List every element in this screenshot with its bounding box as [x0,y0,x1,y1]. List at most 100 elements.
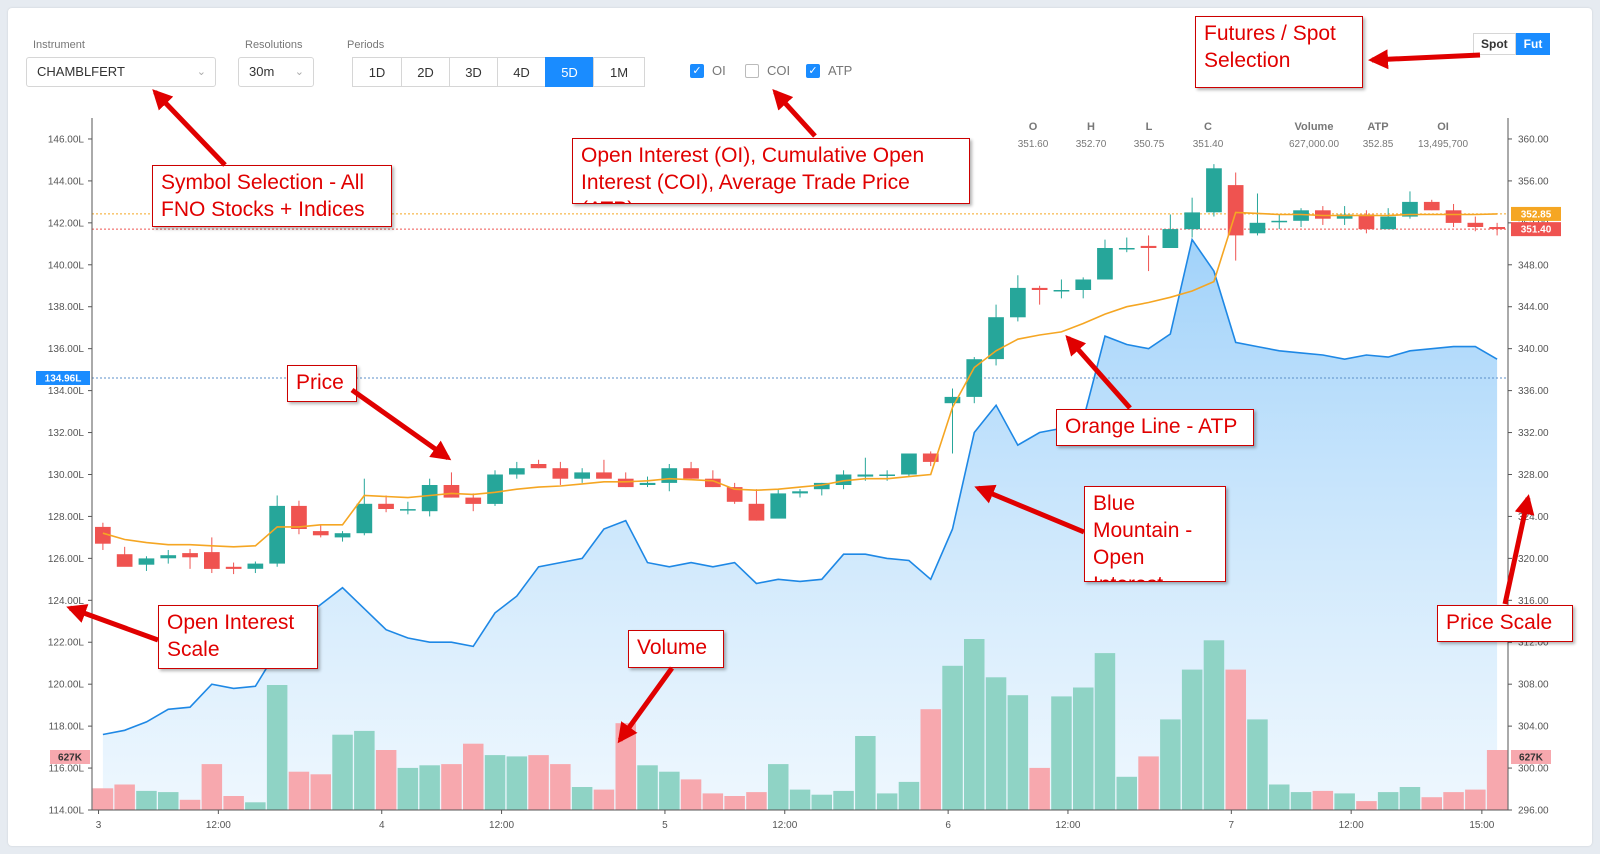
period-5d[interactable]: 5D [545,57,594,87]
volume-bar [332,734,353,810]
last-price-label-bg [1511,222,1561,237]
chevron-down-icon: ⌄ [196,66,206,78]
volume-bar [528,755,549,810]
volume-bar [1160,719,1181,810]
volume-bar [920,709,941,810]
annotation-symbol: Symbol Selection - All FNO Stocks + Indi… [152,165,392,227]
price-tick-label: 360.00 [1518,134,1549,145]
volume-bar [746,792,767,810]
instrument-select[interactable]: CHAMBLFERT ⌄ [26,57,216,87]
candle-body [617,478,634,488]
checkbox-checked-icon[interactable]: ✓ [690,63,704,78]
price-tick-label: 324.00 [1518,512,1549,523]
candle-body [400,509,416,511]
candle-body [487,474,503,504]
volume-bar [506,756,528,810]
candle-body [596,472,612,479]
volume-bar [1181,669,1203,810]
candle-body [901,453,917,475]
price-tick-label: 296.00 [1518,806,1549,817]
volume-bar [985,677,1007,810]
coi-toggle[interactable]: COI [745,63,790,78]
volume-bar [659,771,680,810]
candle-body [1293,210,1309,221]
candle-body [204,552,220,569]
candle-body [1097,248,1113,280]
annotation-oi-scale: Open Interest Scale [158,605,318,669]
price-tick-label: 308.00 [1518,680,1549,691]
volume-bar [310,774,331,810]
period-1m[interactable]: 1M [593,57,645,87]
oi-tick-label: 144.00L [48,176,85,187]
market-toggle: Spot Fut [1473,33,1551,55]
period-1d[interactable]: 1D [352,57,402,87]
time-tick-label: 12:00 [489,820,514,831]
candle-body [574,472,590,479]
volume-bar [550,764,571,810]
price-tick-label: 316.00 [1518,596,1549,607]
volume-bar [1421,797,1442,810]
oi-toggle[interactable]: ✓ OI [690,63,726,78]
checkbox-unchecked-icon[interactable] [745,63,759,78]
candle-body [1358,214,1375,230]
candle-body [291,505,307,529]
resolution-select[interactable]: 30m ⌄ [238,57,314,87]
volume-bar [1269,784,1290,810]
candle-body [1380,216,1396,230]
instrument-label: Instrument [33,39,85,51]
annotation-oi-coi-atp: Open Interest (OI), Cumulative Open Inte… [572,138,970,204]
time-tick-label: 7 [1229,820,1235,831]
volume-bar [1334,793,1355,810]
volume-bar [158,792,179,810]
price-tick-label: 328.00 [1518,470,1549,481]
periods-label: Periods [347,39,385,51]
period-4d[interactable]: 4D [497,57,546,87]
ohlc-low: L 350.75 [1133,121,1165,150]
volume-bar [1465,789,1486,810]
oi-tick-label: 114.00L [49,806,85,817]
atp-toggle[interactable]: ✓ ATP [806,63,852,78]
volume-bar [1094,653,1116,810]
candle-body [160,555,177,559]
volume-bar [855,736,876,810]
candle-body [879,474,895,476]
time-tick-label: 15:00 [1469,820,1494,831]
volume-bar [1203,640,1225,810]
period-3d[interactable]: 3D [449,57,498,87]
volume-bar [1225,669,1246,810]
volume-bar [375,750,397,810]
candle-body [378,503,394,509]
oi-tick-label: 128.00L [48,512,85,523]
time-tick-label: 12:00 [1055,820,1080,831]
candle-body [465,497,482,504]
volume-bar [441,764,462,810]
price-tick-label: 304.00 [1518,722,1549,733]
oi-tick-label: 138.00L [48,302,85,313]
candle-body [269,505,285,564]
candle-body [1489,227,1505,230]
atp-toggle-label: ATP [828,63,853,78]
checkbox-checked-icon[interactable]: ✓ [806,63,820,78]
candle-body [1031,287,1048,290]
volume-bar [615,723,636,810]
candle-body [312,531,329,536]
time-tick-label: 6 [945,820,951,831]
volume-bar [898,781,920,810]
oi-area [102,239,1498,811]
price-tick-label: 340.00 [1518,344,1549,355]
instrument-value: CHAMBLFERT [37,64,125,79]
ohlc-volume: Volume 627,000.00 [1288,121,1340,150]
volume-bar [724,796,745,810]
candle-body [705,478,721,488]
oi-tick-label: 118.00L [49,722,85,733]
candle-body [944,396,961,404]
oi-tick-label: 142.00L [48,218,85,229]
fut-button[interactable]: Fut [1515,33,1551,55]
spot-button[interactable]: Spot [1473,33,1516,55]
candle-body [1249,222,1266,234]
volume-bar [114,784,135,810]
volume-bar [1377,792,1399,810]
oi-tick-label: 124.00L [48,596,85,607]
price-tick-label: 348.00 [1518,260,1549,271]
